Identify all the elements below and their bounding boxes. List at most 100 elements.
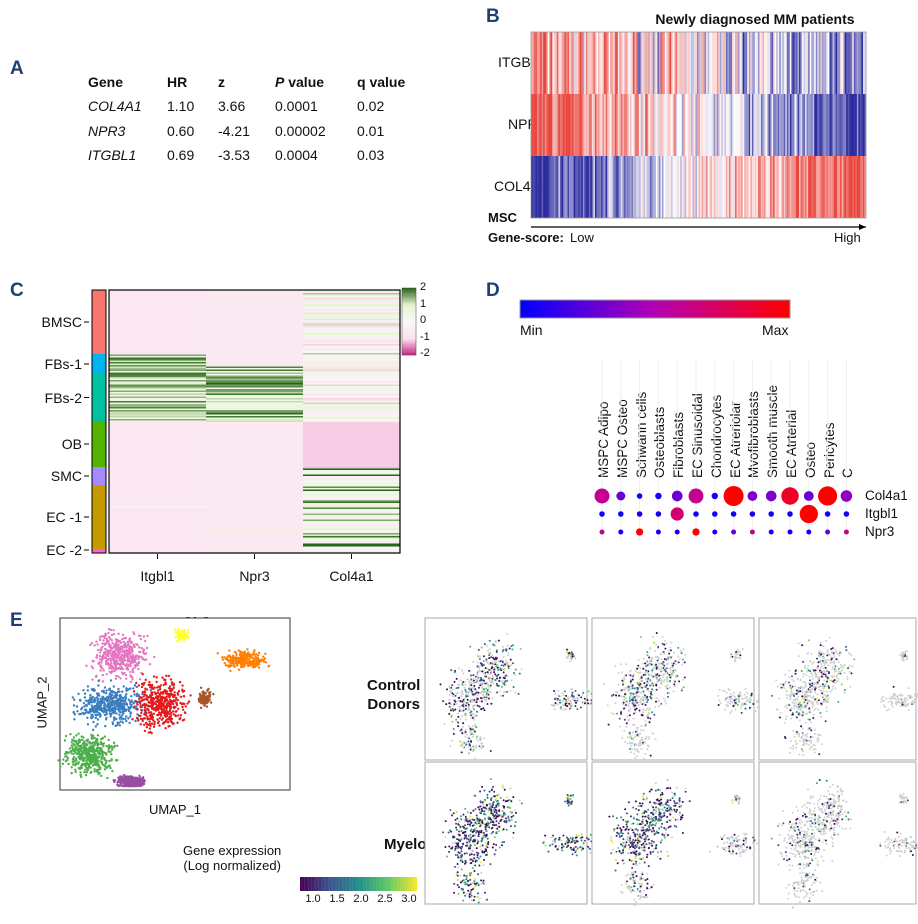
cell-point xyxy=(130,776,133,779)
heatmap-row xyxy=(303,408,400,411)
cell-point xyxy=(208,695,211,699)
cell-point xyxy=(77,738,81,741)
heatmap-cell xyxy=(733,156,736,218)
cell-point xyxy=(628,699,631,702)
cell-point xyxy=(477,670,480,673)
heatmap-cell xyxy=(722,156,725,218)
cell-point xyxy=(101,696,105,699)
cell-point xyxy=(473,724,476,727)
cell-point xyxy=(103,757,106,760)
heatmap-cell xyxy=(858,32,861,94)
cell-point xyxy=(114,668,118,671)
cell-point xyxy=(104,691,108,695)
cell-point xyxy=(647,672,650,675)
heatmap-cell xyxy=(728,156,731,218)
dot xyxy=(825,529,831,535)
cell-point xyxy=(574,657,577,660)
cell-point xyxy=(646,707,649,710)
cell-point xyxy=(624,706,627,709)
heatmap-cell xyxy=(598,156,600,218)
cell-point xyxy=(625,663,628,666)
heatmap-cell xyxy=(791,32,794,94)
cell-point xyxy=(497,668,500,671)
dot xyxy=(787,529,793,535)
cell-point xyxy=(80,708,83,711)
heatmap-cell xyxy=(795,32,798,94)
cell-point xyxy=(483,691,486,694)
heatmap-row xyxy=(206,330,303,333)
cell-point xyxy=(113,669,116,673)
heatmap-row xyxy=(303,372,400,375)
cell-point xyxy=(566,648,569,651)
heatmap-row xyxy=(303,507,400,510)
cell-point xyxy=(125,663,129,666)
cell-point xyxy=(168,685,172,688)
cell-point xyxy=(623,707,626,710)
heatmap-cell xyxy=(797,156,800,218)
heatmap-cell xyxy=(748,32,751,94)
heatmap-cell xyxy=(645,32,648,94)
heatmap-cell xyxy=(805,156,807,218)
cell-point xyxy=(151,686,154,690)
cell-point xyxy=(451,739,454,742)
cell-point xyxy=(157,713,160,717)
cell-point xyxy=(480,747,483,750)
cell-point xyxy=(102,691,106,694)
cell-point xyxy=(95,656,99,659)
cell-point xyxy=(96,648,100,652)
heatmap-cell xyxy=(703,32,705,94)
heatmap-cell xyxy=(744,94,747,156)
heatmap-cell xyxy=(767,32,769,94)
table-cell: 0.00002 xyxy=(275,122,326,139)
cell-point xyxy=(91,715,94,719)
cell-point xyxy=(641,714,644,717)
heatmap-row xyxy=(109,468,206,471)
dot xyxy=(818,486,838,506)
cell-point xyxy=(468,752,471,755)
heatmap-cell xyxy=(716,32,719,94)
heatmap-cell xyxy=(599,94,602,156)
cell-point xyxy=(627,690,630,693)
cell-point xyxy=(462,708,465,711)
cell-point xyxy=(75,734,78,737)
cell-point xyxy=(132,631,135,634)
cell-point xyxy=(568,655,571,658)
heatmap-row xyxy=(303,362,400,364)
cell-point xyxy=(642,708,645,711)
heatmap-row xyxy=(303,348,400,351)
dot xyxy=(692,528,700,536)
heatmap-row xyxy=(206,294,303,297)
cell-point xyxy=(132,687,135,690)
col-hr: HR xyxy=(167,74,188,90)
heatmap-cell xyxy=(546,32,549,94)
heatmap-cell xyxy=(712,32,715,94)
cell-point xyxy=(488,672,491,675)
cell-point xyxy=(153,655,156,659)
cell-point xyxy=(571,691,574,694)
heatmap-row xyxy=(109,393,206,396)
heatmap-cell xyxy=(655,94,658,156)
heatmap-row xyxy=(303,329,400,331)
heatmap-row xyxy=(206,500,303,502)
cell-point xyxy=(70,766,73,769)
heatmap-cell xyxy=(648,32,651,94)
heatmap-cell xyxy=(549,156,552,218)
cell-point xyxy=(476,680,479,683)
heatmap-cell xyxy=(584,156,587,218)
cell-point xyxy=(74,757,78,760)
cell-point xyxy=(99,753,102,756)
column-label: Itgbl1 xyxy=(140,568,175,584)
heatmap-cell xyxy=(587,32,590,94)
colorbar-tick: 1.5 xyxy=(329,893,345,905)
cell-point xyxy=(629,687,632,690)
heatmap-cell xyxy=(596,32,599,94)
heatmap-row xyxy=(206,479,303,481)
cell-point xyxy=(451,684,454,687)
heatmap-row xyxy=(109,525,206,528)
cell-point xyxy=(74,745,78,749)
heatmap-row xyxy=(109,395,206,397)
heatmap-row xyxy=(109,435,206,438)
heatmap-cell xyxy=(608,94,611,156)
